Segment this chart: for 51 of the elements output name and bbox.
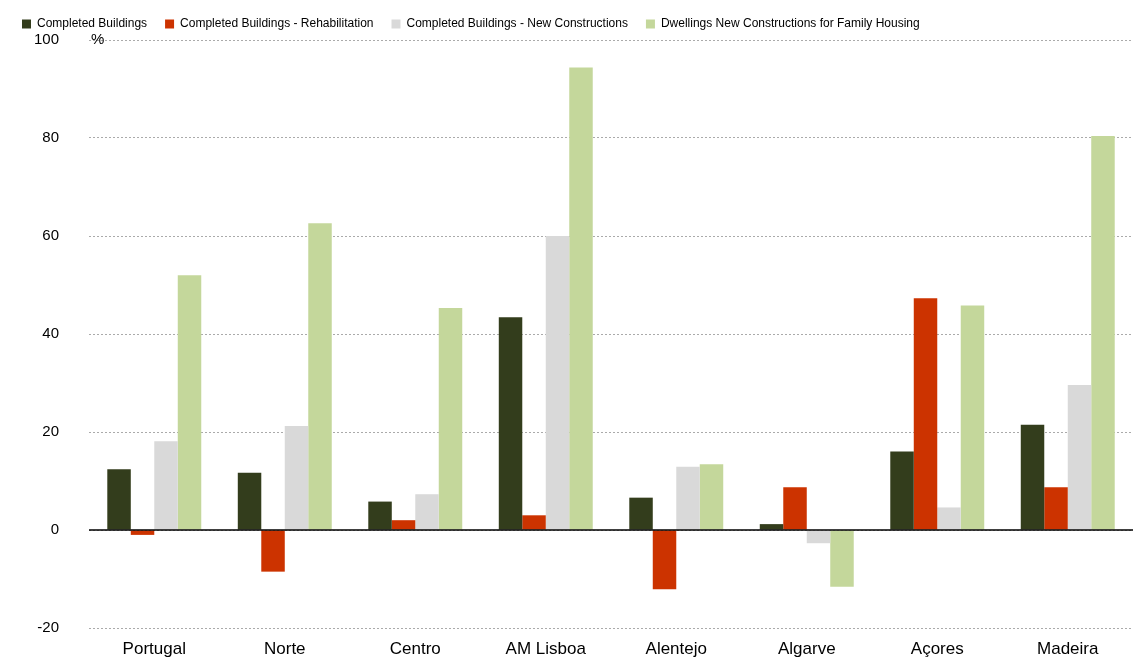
bar [177, 275, 202, 530]
bar [261, 530, 285, 572]
x-tick-label: Madeira [1037, 638, 1099, 658]
legend-label: Completed Buildings - Rehabilitation [180, 16, 374, 31]
y-tick-label: 20 [42, 422, 60, 440]
bar [830, 530, 854, 587]
x-tick-label: Norte [263, 638, 306, 658]
bar [308, 223, 332, 530]
bar [368, 501, 392, 530]
bar [154, 441, 178, 530]
bar [107, 469, 131, 530]
x-tick-label: Portugal [122, 638, 186, 658]
bar [960, 305, 985, 530]
bar [783, 487, 807, 530]
bar [913, 298, 938, 530]
x-tick-label: Alentejo [645, 638, 707, 658]
x-tick-label: Algarve [777, 638, 836, 658]
bar [391, 520, 416, 530]
x-tick-label: Açores [910, 638, 964, 658]
y-tick-label: 0 [50, 520, 60, 538]
bar [890, 451, 914, 530]
bar [237, 472, 262, 530]
x-tick-label: AM Lisboa [505, 638, 587, 658]
bar [806, 530, 831, 544]
bar [569, 67, 593, 530]
bar [438, 308, 463, 530]
legend-label: Completed Buildings [37, 16, 148, 31]
bar [699, 464, 724, 530]
bar [629, 497, 653, 530]
legend-label: Dwellings New Constructions for Family Housing [660, 16, 920, 31]
bar [1020, 424, 1045, 530]
bar [1067, 384, 1092, 530]
y-tick-label: 40 [42, 324, 60, 342]
y-tick-label: 80 [42, 128, 60, 146]
bar [415, 494, 439, 530]
y-tick-label: -20 [37, 618, 60, 636]
bar [937, 507, 961, 530]
bar [1044, 487, 1068, 530]
bar [759, 524, 784, 530]
y-axis-title: % [91, 30, 105, 48]
bar [652, 530, 677, 590]
bar [498, 317, 523, 530]
bar [1091, 136, 1115, 530]
legend-label: Completed Buildings - New Constructions [406, 16, 628, 31]
bar [284, 426, 309, 530]
bar [522, 515, 546, 530]
x-tick-label: Centro [389, 638, 441, 658]
y-tick-label: 60 [42, 226, 60, 244]
bar [545, 236, 570, 530]
bar [676, 466, 700, 530]
y-tick-label: 100 [34, 30, 60, 48]
